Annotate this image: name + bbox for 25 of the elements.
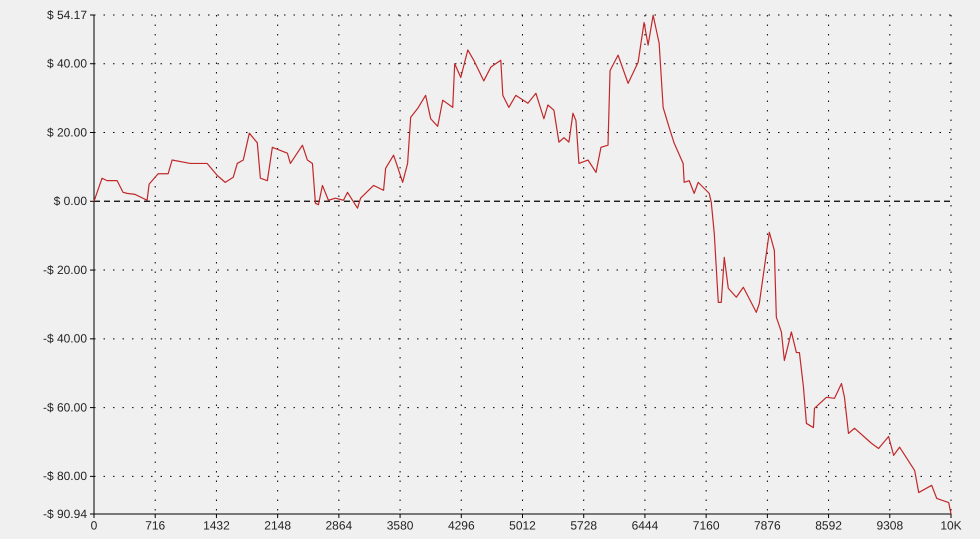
- y-tick-label: -$ 40.00: [42, 332, 88, 346]
- x-tick-label: 3580: [386, 518, 414, 533]
- y-tick-label: $ 0.00: [54, 194, 88, 208]
- y-tick-label: $ 54.17: [46, 8, 88, 22]
- x-tick-label: 1432: [203, 518, 230, 533]
- x-tick-label: 8592: [815, 518, 842, 533]
- y-tick-label: -$ 80.00: [42, 469, 88, 484]
- x-tick-label: 9308: [876, 518, 904, 533]
- x-tick-label: 6444: [632, 518, 659, 533]
- line-series: [93, 14, 952, 514]
- x-tick-label: 2864: [326, 518, 353, 533]
- y-tick-label: -$ 90.94: [42, 506, 88, 521]
- x-tick-label: 7160: [692, 518, 720, 533]
- x-tick-label: 716: [145, 518, 166, 533]
- x-tick-label: 10K: [940, 518, 962, 533]
- y-tick-label: -$ 20.00: [42, 262, 88, 277]
- x-tick-label: 7876: [754, 518, 782, 533]
- y-tick-label: $ 40.00: [46, 56, 88, 71]
- x-tick-label: 5012: [509, 518, 536, 533]
- x-tick-label: 0: [90, 518, 98, 533]
- x-tick-label: 2148: [264, 518, 292, 533]
- x-tick-label: 5728: [570, 518, 598, 533]
- y-tick-label: $ 20.00: [46, 125, 88, 140]
- x-tick-label: 4296: [448, 518, 475, 533]
- y-tick-label: -$ 60.00: [42, 400, 88, 414]
